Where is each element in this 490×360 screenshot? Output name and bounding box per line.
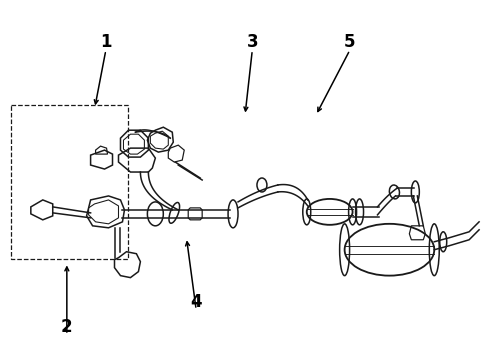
Text: 4: 4 (191, 293, 202, 311)
Text: 5: 5 (344, 33, 356, 51)
Text: 1: 1 (100, 33, 112, 51)
Text: 2: 2 (61, 318, 73, 336)
Text: 3: 3 (246, 33, 258, 51)
Bar (11, 105, 128, 259)
